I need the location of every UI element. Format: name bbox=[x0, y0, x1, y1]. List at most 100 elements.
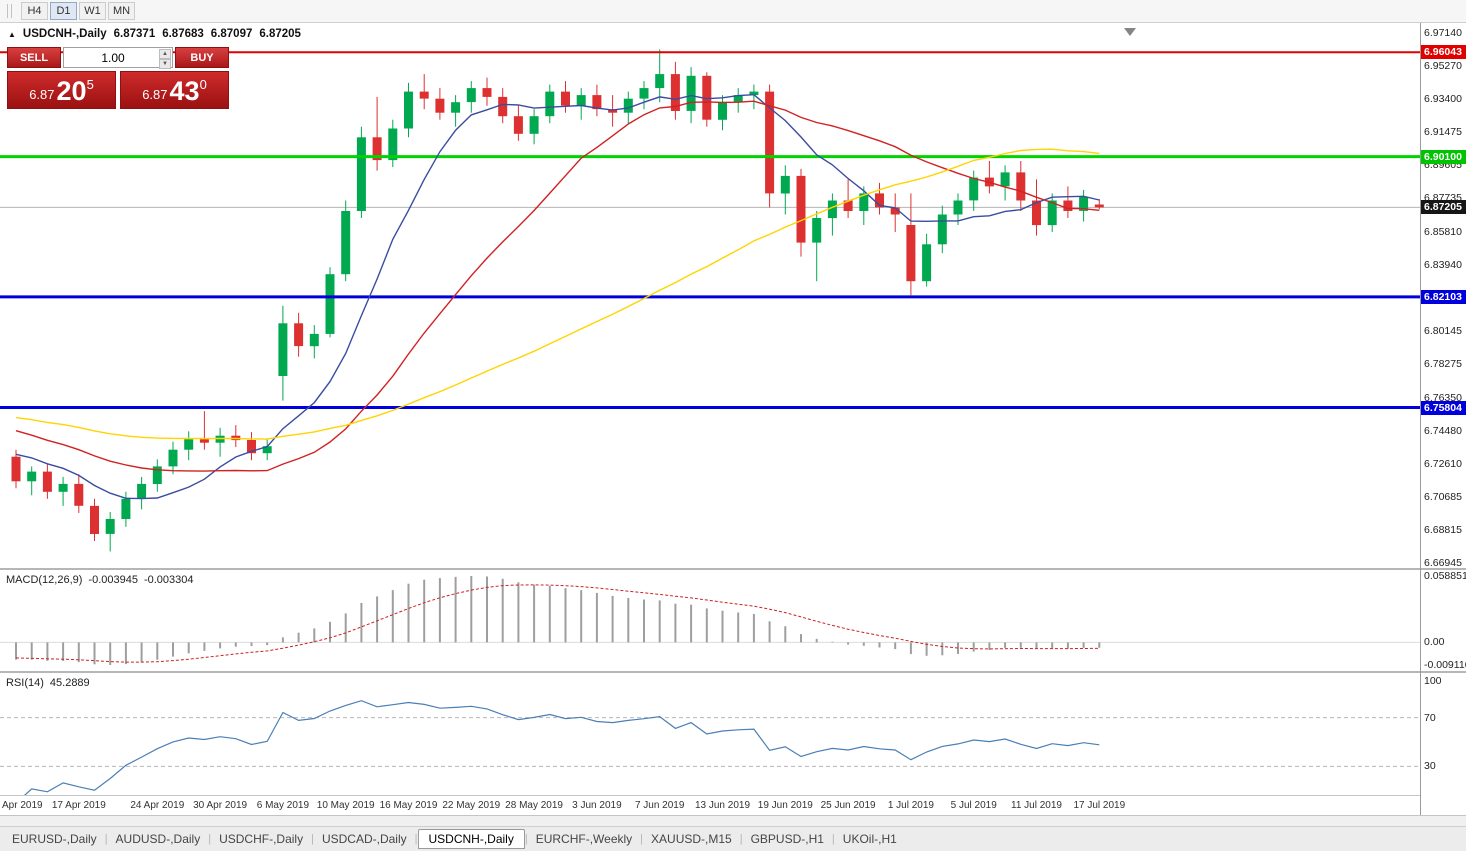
tab-separator: | bbox=[739, 833, 743, 845]
tab-separator: | bbox=[104, 833, 108, 845]
timeframe-toolbar: H4 D1 W1 MN bbox=[0, 0, 1466, 23]
tab-ukoil-h1[interactable]: UKOil-,H1 bbox=[842, 832, 897, 846]
toolbar-grip[interactable] bbox=[7, 4, 12, 18]
macd-indicator-label: MACD(12,26,9) -0.003945 -0.003304 bbox=[6, 574, 194, 586]
buy-price-base: 6.87 bbox=[142, 87, 168, 102]
time-axis[interactable]: 11 Apr 2019 17 Apr 2019 24 Apr 2019 30 Apr … bbox=[0, 795, 1420, 816]
ohlc-close: 6.87205 bbox=[259, 28, 301, 40]
price-axis-label: 6.68815 bbox=[1424, 524, 1462, 537]
macd-axis-max: 0.058851 bbox=[1424, 570, 1466, 582]
timeframe-w1[interactable]: W1 bbox=[79, 2, 106, 20]
tab-usdcnh-daily[interactable]: USDCNH-,Daily bbox=[417, 829, 525, 849]
axis-separator-line bbox=[1420, 23, 1421, 815]
timeframe-h4[interactable]: H4 bbox=[21, 2, 48, 20]
tab-eurusd-daily[interactable]: EURUSD-,Daily bbox=[12, 832, 97, 846]
tab-separator: | bbox=[831, 833, 835, 845]
macd-panel-canvas[interactable] bbox=[0, 570, 1420, 671]
price-axis-badge: 6.75804 bbox=[1421, 400, 1466, 415]
rsi-value: 45.2889 bbox=[49, 677, 90, 689]
sell-price-display[interactable]: 6.87 20 5 bbox=[7, 71, 116, 109]
tab-separator: | bbox=[311, 833, 314, 845]
date-label: 24 Apr 2019 bbox=[130, 800, 185, 811]
date-label: 16 May 2019 bbox=[379, 800, 438, 811]
rsi-axis-level: 30 bbox=[1424, 760, 1436, 773]
tab-separator: | bbox=[640, 833, 644, 845]
rsi-panel-canvas[interactable] bbox=[0, 673, 1420, 795]
price-axis[interactable]: 6.97140 6.95270 6.93400 6.91475 6.89605 6.877… bbox=[1421, 23, 1466, 815]
date-label: 7 Jun 2019 bbox=[634, 800, 685, 811]
volume-decrease-button[interactable]: ▼ bbox=[159, 59, 171, 69]
tab-audusd-daily[interactable]: AUDUSD-,Daily bbox=[115, 832, 201, 846]
price-axis-label: 6.83940 bbox=[1424, 258, 1462, 271]
sell-price-base: 6.87 bbox=[29, 87, 55, 102]
ohlc-open: 6.87371 bbox=[113, 28, 156, 40]
price-axis-label: 6.78275 bbox=[1424, 358, 1462, 371]
sell-price-big: 20 bbox=[56, 76, 87, 106]
price-axis-label: 6.70685 bbox=[1424, 491, 1462, 504]
price-axis-label: 6.72610 bbox=[1424, 457, 1462, 470]
buy-price-display[interactable]: 6.87 43 0 bbox=[120, 71, 229, 109]
date-label: 11 Jul 2019 bbox=[1011, 800, 1062, 811]
price-axis-badge: 6.96043 bbox=[1421, 45, 1466, 60]
price-axis-badge: 6.90100 bbox=[1421, 149, 1466, 164]
price-axis-label: 6.66945 bbox=[1424, 557, 1462, 569]
main-chart-canvas[interactable] bbox=[0, 23, 1420, 568]
chart-window: ▲ USDCNH-,Daily 6.87371 6.87683 6.87097 … bbox=[0, 23, 1466, 815]
panel-splitter-macd[interactable] bbox=[0, 568, 1466, 570]
date-label: 13 Jun 2019 bbox=[694, 800, 751, 811]
one-click-price-row: 6.87 20 5 6.87 43 0 bbox=[7, 71, 229, 109]
sell-price-sup: 5 bbox=[86, 77, 94, 92]
timeframe-d1[interactable]: D1 bbox=[50, 2, 77, 20]
timeframe-mn[interactable]: MN bbox=[108, 2, 135, 20]
tab-separator: | bbox=[208, 833, 212, 845]
tab-separator: | bbox=[524, 833, 528, 845]
price-axis-label: 6.74480 bbox=[1424, 424, 1462, 437]
panel-splitter-rsi[interactable] bbox=[0, 671, 1466, 673]
tab-gbpusd-h1[interactable]: GBPUSD-,H1 bbox=[750, 832, 824, 846]
one-click-order-row: SELL ▲ ▼ BUY bbox=[7, 47, 229, 69]
date-label: 28 May 2019 bbox=[505, 800, 563, 811]
date-label: 17 Apr 2019 bbox=[51, 800, 106, 811]
price-axis-badge: 6.82103 bbox=[1421, 289, 1466, 304]
macd-name: MACD(12,26,9) bbox=[6, 574, 83, 586]
date-label: 1 Jul 2019 bbox=[887, 800, 934, 811]
volume-increase-button[interactable]: ▲ bbox=[159, 49, 171, 59]
ohlc-high: 6.87683 bbox=[162, 28, 204, 40]
macd-main-value: -0.003945 bbox=[88, 574, 138, 586]
price-axis-label: 6.93400 bbox=[1424, 92, 1462, 105]
symbol-title: USDCNH-,Daily bbox=[22, 28, 107, 40]
date-label: 17 Jul 2019 bbox=[1073, 800, 1126, 811]
date-label: 3 Jun 2019 bbox=[572, 800, 622, 811]
tab-eurchf-weekly[interactable]: EURCHF-,Weekly bbox=[535, 832, 633, 846]
date-label: 6 May 2019 bbox=[256, 800, 310, 811]
buy-price-sup: 0 bbox=[199, 77, 207, 92]
volume-input[interactable] bbox=[64, 49, 172, 66]
date-label: 11 Apr 2019 bbox=[0, 800, 43, 811]
macd-axis-min: -0.009116 bbox=[1424, 659, 1466, 671]
price-axis-label: 6.91475 bbox=[1424, 126, 1462, 139]
volume-box: ▲ ▼ bbox=[63, 47, 173, 69]
sell-button[interactable]: SELL bbox=[7, 47, 61, 68]
tab-usdcad-daily[interactable]: USDCAD-,Daily bbox=[321, 832, 407, 846]
tab-separator: | bbox=[414, 833, 418, 845]
macd-axis-zero: 0.00 bbox=[1424, 636, 1445, 649]
buy-button[interactable]: BUY bbox=[175, 47, 229, 68]
rsi-axis-level: 70 bbox=[1424, 711, 1436, 724]
macd-signal-value: -0.003304 bbox=[143, 574, 194, 586]
rsi-indicator-label: RSI(14) 45.2889 bbox=[6, 677, 90, 689]
date-label: 22 May 2019 bbox=[442, 800, 501, 811]
tab-xauusd-m15[interactable]: XAUUSD-,M15 bbox=[651, 832, 732, 846]
bottom-strip bbox=[0, 815, 1466, 826]
volume-spinner: ▲ ▼ bbox=[159, 49, 171, 69]
price-axis-label: 6.97140 bbox=[1424, 27, 1462, 39]
rsi-axis-level: 100 bbox=[1424, 675, 1442, 687]
price-axis-label: 6.80145 bbox=[1424, 325, 1462, 338]
chart-tabs-bar: EURUSD-,Daily | AUDUSD-,Daily | USDCHF-,Dail… bbox=[0, 826, 1466, 851]
date-label: 30 Apr 2019 bbox=[193, 800, 248, 811]
price-axis-badge: 6.87205 bbox=[1421, 200, 1466, 215]
ohlc-low: 6.87097 bbox=[210, 28, 253, 40]
one-click-trading-panel: SELL ▲ ▼ BUY 6.87 20 5 6.87 43 0 bbox=[7, 47, 229, 109]
timeframe-buttons-group: H4 D1 W1 MN bbox=[21, 2, 137, 20]
date-label: 10 May 2019 bbox=[316, 800, 375, 811]
tab-usdchf-daily[interactable]: USDCHF-,Daily bbox=[219, 832, 304, 846]
